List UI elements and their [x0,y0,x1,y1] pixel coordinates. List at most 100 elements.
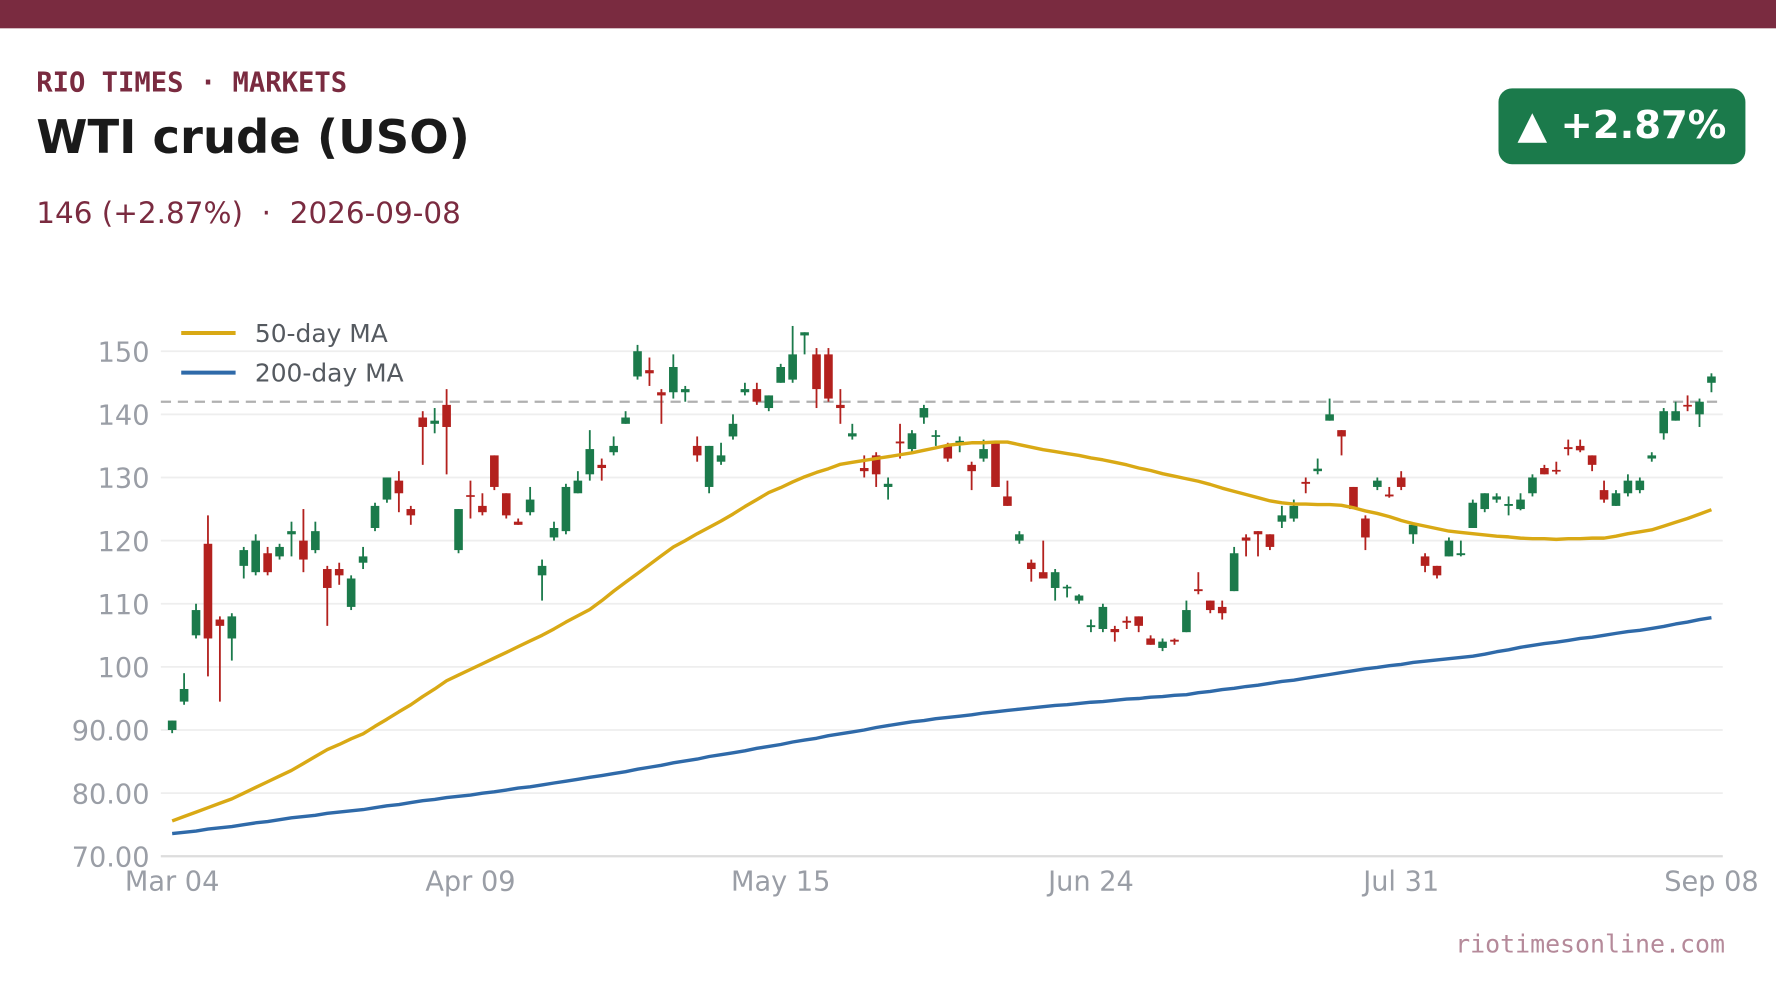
candle-body [239,550,249,566]
candle-body [1492,496,1501,500]
legend-label: 200-day MA [255,359,404,388]
candle-body [1325,414,1334,421]
candle-body [501,493,511,516]
candle-body [466,495,475,497]
y-tick-label: 100 [98,653,150,684]
candle-body [215,619,225,626]
candle-body [1611,493,1621,506]
candle-body [1146,638,1155,645]
candle-body [621,417,630,424]
candle-body [812,354,821,390]
candle-body [1170,639,1179,642]
candle-body [334,569,344,576]
change-badge: ▲ +2.87% [1518,103,1727,148]
candle-body [179,688,189,702]
candle-body [1289,505,1299,519]
footer-source: riotimesonline.com [1455,930,1725,959]
candle-body [418,417,428,427]
candle-body [1349,486,1358,510]
candle-body [1205,600,1215,611]
candle-body [1480,493,1490,510]
candle-body [406,509,416,516]
y-tick-label: 80.00 [72,779,150,810]
candle-body [1444,540,1454,557]
candle-body [1384,494,1394,497]
y-tick-label: 150 [98,337,150,368]
candle-body [597,464,607,469]
candle-body [752,389,762,402]
top-bar [0,0,1776,29]
candle-body [1432,565,1442,576]
candle-body [800,332,809,336]
candle-body [1194,589,1203,592]
candle-body [1253,531,1263,535]
x-tick-label: Sep 08 [1664,866,1758,897]
candle-body [585,449,595,475]
candle-body [478,505,487,513]
y-tick-label: 90.00 [72,716,150,747]
candle-body [1707,376,1716,383]
candle-body [895,441,905,444]
candle-body [692,445,702,456]
x-tick-label: Jul 31 [1361,866,1439,897]
candle-body [1217,606,1227,614]
candle-body [1122,620,1132,623]
candle-body [1313,468,1322,472]
candle-body [1408,524,1418,535]
candle-body [1504,503,1513,506]
candle-body [322,569,332,588]
candle-body [263,553,272,573]
y-tick-label: 130 [98,464,150,495]
candle-body [669,366,678,393]
ma-line [171,615,1712,836]
kicker: RIO TIMES · MARKETS [36,68,347,99]
candle-body [716,455,726,462]
candle-body [1468,502,1478,528]
candle-body [1158,641,1167,648]
plot: 70.00 80.00 90.00 100 110 120 130 140 150 Mar 04 A… [72,319,1759,897]
candle-body [1659,411,1669,434]
candle-body [1015,534,1024,541]
y-tick-label: 110 [98,590,150,621]
candle-body [991,442,1000,487]
candle-body [1456,553,1466,556]
candle-body [764,395,774,409]
candle-body [657,392,666,396]
candle-body [537,565,547,576]
candle-body [1134,616,1143,626]
y-tick-label: 70.00 [72,842,150,873]
candle-body [836,404,845,409]
candle-body [549,527,559,538]
x-tick-label: Jun 24 [1046,866,1134,897]
candle-body [203,543,213,639]
candle-body [1086,625,1096,628]
candle-body [1599,490,1609,500]
candle-body [1540,468,1549,475]
candle-body [1026,562,1036,570]
candle-body [931,435,941,437]
candle-body [1265,534,1275,547]
candle-body [1635,480,1645,491]
candle-body [1277,515,1287,522]
candle-body [1373,480,1382,487]
candle-body [1552,469,1561,472]
candle-body [1003,496,1012,506]
candle-body [1587,455,1597,465]
subtitle: 146 (+2.87%) · 2026-09-08 [36,196,461,230]
candle-body [919,408,929,418]
candle-body [430,420,439,424]
candle-body [1038,572,1048,579]
candle-body [907,433,917,450]
candle-body [358,556,368,563]
candle-body [824,354,833,399]
candle-body [1575,445,1585,451]
candle-body [442,404,451,427]
candle-body [943,445,953,459]
candle-body [1528,477,1537,494]
candle-body [776,366,786,383]
candle-body [967,464,976,472]
candle-body [1563,447,1573,450]
candle-body [680,389,690,393]
